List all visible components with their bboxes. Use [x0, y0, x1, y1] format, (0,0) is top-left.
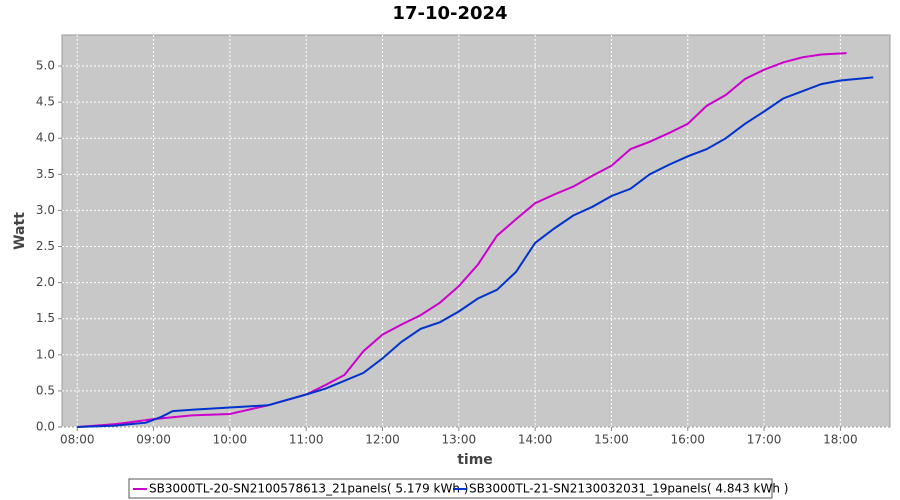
x-tick-label: 10:00 [213, 433, 248, 447]
chart-title: 17-10-2024 [392, 3, 507, 24]
y-tick-label: 3.0 [36, 203, 55, 217]
y-tick-label: 1.5 [36, 311, 55, 325]
y-tick-label: 2.5 [36, 239, 55, 253]
legend-label: SB3000TL-20-SN2100578613_21panels( 5.179… [149, 482, 468, 496]
x-axis-label: time [457, 452, 493, 468]
x-tick-label: 13:00 [442, 433, 477, 447]
x-tick-label: 12:00 [365, 433, 400, 447]
y-tick-label: 2.0 [36, 275, 55, 289]
x-tick-label: 18:00 [823, 433, 858, 447]
legend [128, 478, 773, 499]
legend-label: SB3000TL-21-SN2130032031_19panels( 4.843… [469, 482, 788, 496]
y-axis-label: Watt [12, 212, 28, 250]
x-tick-label: 11:00 [289, 433, 324, 447]
y-tick-label: 1.0 [36, 347, 55, 361]
y-tick-label: 4.0 [36, 131, 55, 145]
y-tick-label: 4.5 [36, 95, 55, 109]
plot-area [61, 34, 891, 428]
x-tick-label: 14:00 [518, 433, 553, 447]
y-tick-label: 0.5 [36, 383, 55, 397]
x-tick-label: 17:00 [747, 433, 782, 447]
x-tick-label: 08:00 [60, 433, 95, 447]
x-tick-label: 16:00 [670, 433, 705, 447]
y-tick-label: 0.0 [36, 420, 55, 434]
x-tick-label: 09:00 [136, 433, 171, 447]
x-tick-label: 15:00 [594, 433, 629, 447]
y-tick-label: 5.0 [36, 59, 55, 73]
series-line [77, 76, 874, 428]
y-tick-label: 3.5 [36, 167, 55, 181]
